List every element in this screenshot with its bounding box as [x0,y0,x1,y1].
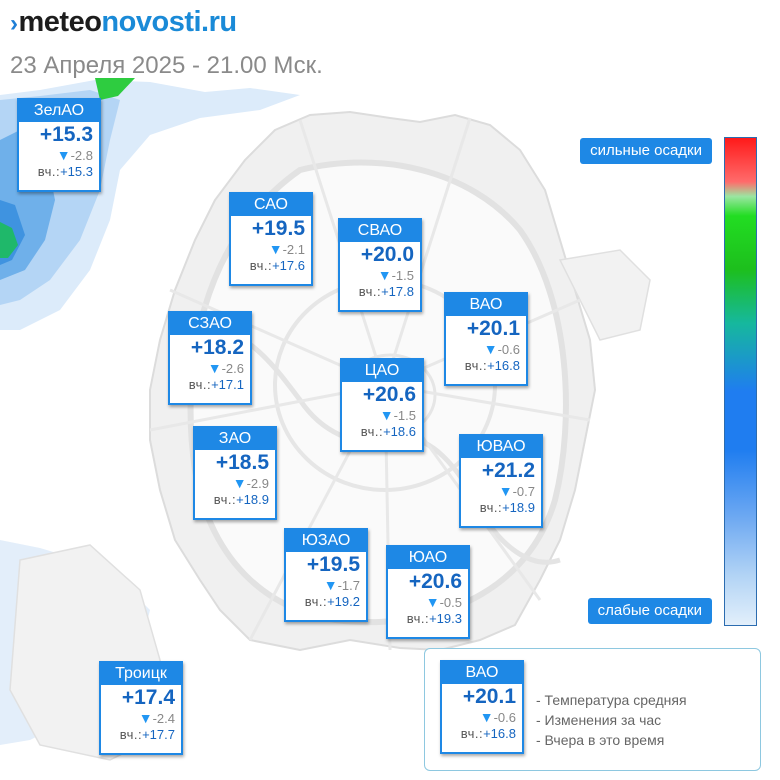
district-card-yuvao: ЮВАО +21.2 ▼-0.7 вч.:+18.9 [459,434,543,528]
district-card-cao: ЦАО +20.6 ▼-1.5 вч.:+18.6 [340,358,424,452]
legend-line-change: - Изменения за час [536,712,662,728]
logo-text-novosti: novosti.ru [101,6,237,38]
district-name: ЮЗАО [286,530,366,552]
logo-chevron-icon: › [10,10,18,37]
district-temp: +20.6 [408,570,462,593]
district-temp: +20.0 [360,243,414,266]
district-yesterday: вч.:+16.8 [464,358,520,373]
district-temp: +19.5 [306,553,360,576]
district-temp: +20.6 [362,383,416,406]
district-change: ▼-2.6 [207,360,244,376]
district-change: ▼-0.5 [425,594,462,610]
district-temp: +15.3 [39,123,93,146]
district-temp: +20.1 [462,685,516,708]
district-card-szao: СЗАО +18.2 ▼-2.6 вч.:+17.1 [168,311,252,405]
down-triangle-icon: ▼ [232,475,247,491]
district-yesterday: вч.:+17.6 [249,258,305,273]
site-logo[interactable]: ›meteonovosti.ru [10,6,237,39]
district-yesterday: вч.:+18.9 [479,500,535,515]
district-card-sao: САО +19.5 ▼-2.1 вч.:+17.6 [229,192,313,286]
district-yesterday: вч.:+18.9 [213,492,269,507]
legend-line-yesterday: - Вчера в это время [536,732,665,748]
district-name: ВАО [442,662,522,684]
down-triangle-icon: ▼ [498,483,513,499]
down-triangle-icon: ▼ [479,709,494,725]
district-name: СВАО [340,220,420,242]
district-yesterday: вч.:+17.7 [119,727,175,742]
down-triangle-icon: ▼ [483,341,498,357]
outskirts-east [558,249,651,341]
down-triangle-icon: ▼ [425,594,440,610]
district-yesterday: вч.:+15.3 [37,164,93,179]
down-triangle-icon: ▼ [268,241,283,257]
forecast-datetime: 23 Апреля 2025 - 21.00 Мск. [10,52,323,79]
district-change: ▼-1.5 [377,267,414,283]
down-triangle-icon: ▼ [377,267,392,283]
district-temp: +19.5 [251,217,305,240]
district-yesterday: вч.:+18.6 [360,424,416,439]
district-name: ЮВАО [461,436,541,458]
district-temp: +21.2 [481,459,535,482]
district-change: ▼-0.6 [483,341,520,357]
district-yesterday: вч.:+17.8 [358,284,414,299]
district-name: ЗелАО [19,100,99,122]
down-triangle-icon: ▼ [138,710,153,726]
district-change: ▼-2.9 [232,475,269,491]
legend-line-temp: - Температура средняя [536,692,687,708]
district-change: ▼-1.7 [323,577,360,593]
precip-area-green-top [95,78,135,100]
precip-gradient-scale [724,137,757,626]
down-triangle-icon: ▼ [56,147,71,163]
district-yesterday: вч.:+19.3 [406,611,462,626]
district-name: САО [231,194,311,216]
district-temp: +20.1 [466,317,520,340]
district-temp: +18.2 [190,336,244,359]
precip-weak-label: слабые осадки [587,598,712,624]
district-yesterday: вч.:+16.8 [460,726,516,741]
district-change: ▼-0.7 [498,483,535,499]
district-change: ▼-0.6 [479,709,516,725]
down-triangle-icon: ▼ [207,360,222,376]
district-yesterday: вч.:+19.2 [304,594,360,609]
district-change: ▼-2.8 [56,147,93,163]
precip-area-green [0,222,18,258]
district-name: ЦАО [342,360,422,382]
district-yesterday: вч.:+17.1 [188,377,244,392]
legend-descriptions: - Температура средняя - Изменения за час… [536,690,687,750]
district-name: ЗАО [195,428,275,450]
district-change: ▼-2.1 [268,241,305,257]
legend-sample-card: ВАО +20.1 ▼-0.6 вч.:+16.8 [440,660,524,754]
district-card-troitsk: Троицк +17.4 ▼-2.4 вч.:+17.7 [99,661,183,755]
district-temp: +17.4 [121,686,175,709]
district-name: Троицк [101,663,181,685]
district-name: ВАО [446,294,526,316]
district-change: ▼-1.5 [379,407,416,423]
district-card-zelao: ЗелАО +15.3 ▼-2.8 вч.:+15.3 [17,98,101,192]
district-card-svao: СВАО +20.0 ▼-1.5 вч.:+17.8 [338,218,422,312]
district-change: ▼-2.4 [138,710,175,726]
district-temp: +18.5 [215,451,269,474]
precip-strong-label: сильные осадки [580,138,712,164]
district-name: СЗАО [170,313,250,335]
district-card-vao: ВАО +20.1 ▼-0.6 вч.:+16.8 [444,292,528,386]
district-card-yuao: ЮАО +20.6 ▼-0.5 вч.:+19.3 [386,545,470,639]
district-card-yuzao: ЮЗАО +19.5 ▼-1.7 вч.:+19.2 [284,528,368,622]
district-name: ЮАО [388,547,468,569]
logo-text-meteo: meteo [18,6,102,38]
down-triangle-icon: ▼ [323,577,338,593]
district-card-zao: ЗАО +18.5 ▼-2.9 вч.:+18.9 [193,426,277,520]
down-triangle-icon: ▼ [379,407,394,423]
